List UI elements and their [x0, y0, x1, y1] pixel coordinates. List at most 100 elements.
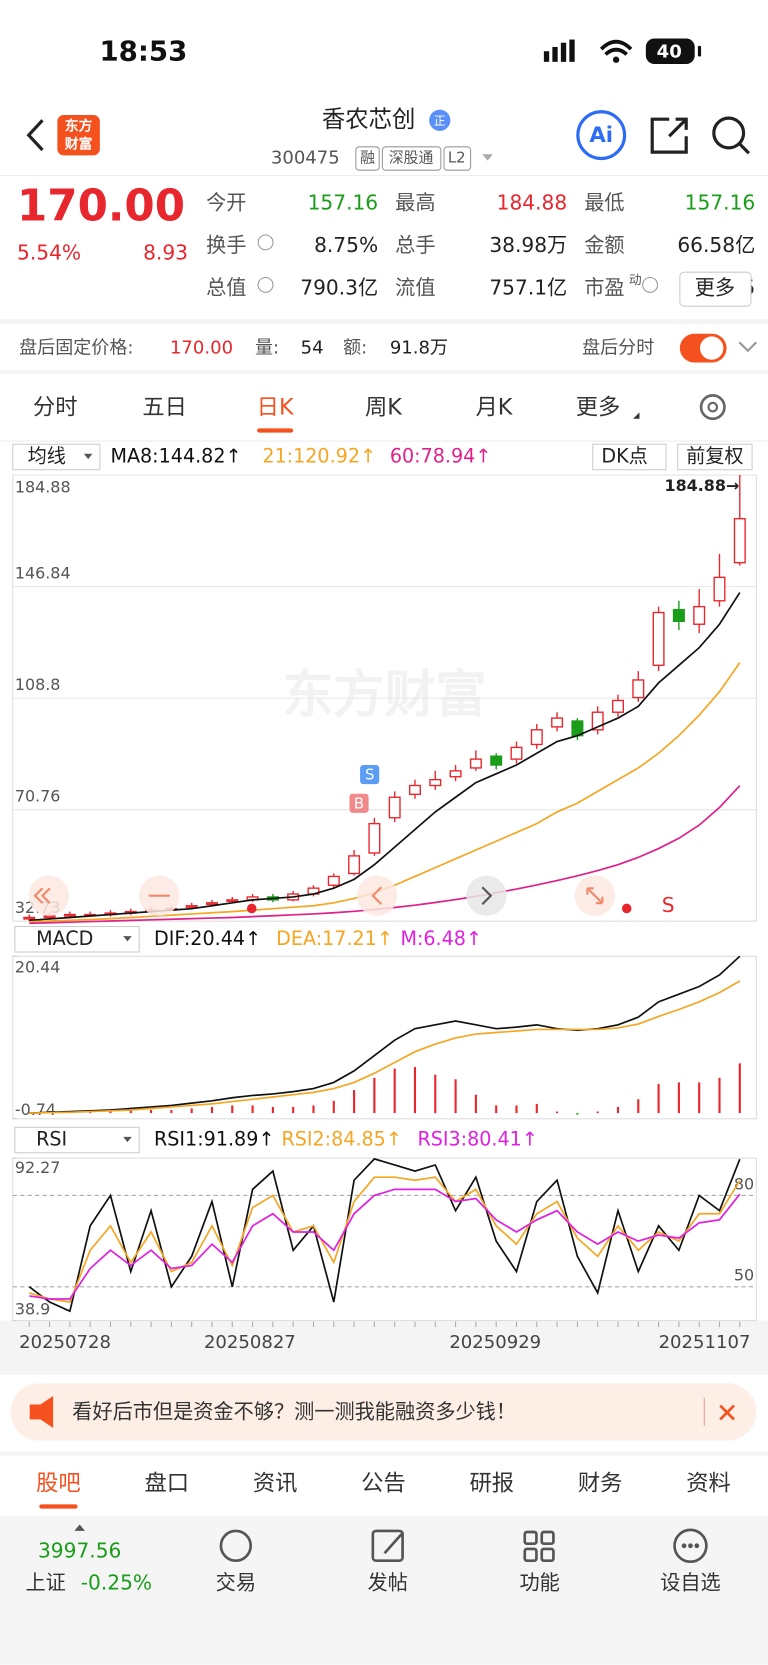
- banner[interactable]: [10, 1383, 757, 1441]
- field-label: 今开: [206, 191, 246, 215]
- chart-nav-button[interactable]: [28, 875, 70, 916]
- x-tick-label: 20251107: [659, 1332, 751, 1353]
- candle-body: [226, 899, 239, 903]
- tab-indicator: [257, 428, 294, 433]
- index-value: 3997.56: [38, 1539, 121, 1563]
- index-change: -0.25%: [81, 1571, 152, 1595]
- candle-body: [530, 729, 543, 746]
- bottom-tab[interactable]: 资料: [686, 1471, 731, 1497]
- candle-body: [733, 517, 746, 564]
- legend-entry: DEA:17.21↑: [276, 927, 393, 950]
- candle-body: [205, 902, 218, 905]
- badge-text: 正: [434, 114, 446, 128]
- more-button[interactable]: [679, 271, 752, 307]
- tab[interactable]: 分时: [33, 395, 78, 421]
- badge: [429, 109, 451, 131]
- battery-level: 40: [657, 41, 682, 62]
- bottom-tab[interactable]: 资讯: [253, 1471, 298, 1497]
- y-tick-label: 184.88: [15, 477, 71, 496]
- dot: [621, 903, 632, 914]
- status-icons: [543, 38, 702, 64]
- tab-caret: [633, 412, 640, 419]
- candle-body: [652, 611, 665, 666]
- back-button[interactable]: [26, 119, 44, 152]
- bottom-tab[interactable]: 研报: [470, 1471, 515, 1497]
- tab[interactable]: 更多: [576, 395, 621, 421]
- close-button[interactable]: [719, 1404, 735, 1421]
- candle-body: [611, 699, 624, 713]
- logo-text: 东方: [65, 118, 93, 135]
- divider: [0, 1370, 768, 1375]
- footer-item[interactable]: 功能: [519, 1571, 559, 1595]
- search-button[interactable]: [712, 116, 751, 155]
- bottom-tab[interactable]: 公告: [361, 1471, 406, 1497]
- line-series: [29, 1176, 741, 1303]
- candle-body: [388, 796, 401, 819]
- after-hours-price: 170.00: [170, 338, 233, 359]
- footer-icons: [219, 1528, 708, 1564]
- share-button[interactable]: [650, 117, 688, 154]
- chart-button[interactable]: [592, 443, 667, 471]
- bottom-tab[interactable]: 股吧: [36, 1471, 81, 1497]
- tab[interactable]: 日K: [257, 395, 295, 421]
- stock-name: 香农芯创: [322, 105, 415, 133]
- candle-body: [408, 784, 421, 796]
- chart-nav-icon: [586, 887, 604, 905]
- chart-nav-button[interactable]: [466, 875, 507, 916]
- bottom-tab[interactable]: 财务: [578, 1471, 623, 1497]
- footer-item[interactable]: 发帖: [368, 1571, 408, 1595]
- indicator-selector[interactable]: [14, 1126, 140, 1154]
- tab[interactable]: 月K: [475, 395, 513, 421]
- ai-text: Ai: [589, 123, 613, 148]
- x-tick-label: 20250827: [204, 1332, 296, 1353]
- trade-marker-text: S: [365, 766, 374, 784]
- bottom-tab[interactable]: 盘口: [144, 1471, 189, 1497]
- ai-button[interactable]: [576, 110, 627, 161]
- indicator-selector[interactable]: [14, 925, 140, 953]
- footer: [0, 1516, 768, 1665]
- legend-entry: MA8:144.82↑: [110, 444, 241, 467]
- toggle[interactable]: [679, 333, 727, 363]
- legend-entry: 21:120.92↑: [262, 444, 376, 467]
- index-name: 上证: [25, 1571, 65, 1595]
- field-sup: 动: [629, 273, 642, 288]
- y-tick-label: 50: [734, 1266, 754, 1285]
- stock-code: 300475: [271, 148, 340, 169]
- tab[interactable]: 周K: [365, 395, 403, 421]
- plot-frame: [12, 1157, 757, 1322]
- line-series: [29, 1188, 741, 1300]
- vol: 54: [301, 338, 324, 359]
- tag-text: 深股通: [389, 149, 434, 167]
- tag: [443, 146, 472, 171]
- chart-button[interactable]: [677, 443, 753, 471]
- tab[interactable]: 五日: [142, 395, 187, 421]
- dropdown[interactable]: [482, 154, 493, 161]
- info-icon: [257, 276, 274, 293]
- candle-body: [23, 916, 36, 920]
- amt: 91.8万: [390, 338, 448, 359]
- candle-body: [185, 905, 198, 908]
- indicator-selector[interactable]: [12, 443, 101, 471]
- candle-body: [713, 576, 726, 602]
- tag-text: L2: [448, 149, 466, 167]
- megaphone-icon: [29, 1396, 54, 1428]
- chart-nav-button[interactable]: [356, 875, 398, 916]
- indicator-name: RSI: [36, 1128, 67, 1151]
- footer-item[interactable]: 交易: [216, 1571, 256, 1595]
- field-label: 市盈: [584, 276, 624, 300]
- info-icon: [642, 276, 659, 293]
- candle-body: [429, 778, 442, 787]
- more-text: 更多: [695, 276, 735, 300]
- y-tick-label: 38.9: [15, 1299, 50, 1318]
- expand[interactable]: [738, 341, 758, 353]
- footer-item[interactable]: 设自选: [660, 1571, 721, 1595]
- settings-button[interactable]: [699, 394, 726, 421]
- field-value: 38.98万: [489, 233, 567, 257]
- chart-button-text: DK点: [601, 444, 647, 467]
- field-value: 790.3亿: [300, 276, 378, 300]
- trade-marker-text: S: [662, 893, 675, 917]
- x-tick-label: 20250929: [449, 1332, 541, 1353]
- legend-entry: RSI2:84.85↑: [281, 1128, 401, 1151]
- field-value: 66.58亿: [677, 233, 755, 257]
- candle-body: [449, 770, 462, 778]
